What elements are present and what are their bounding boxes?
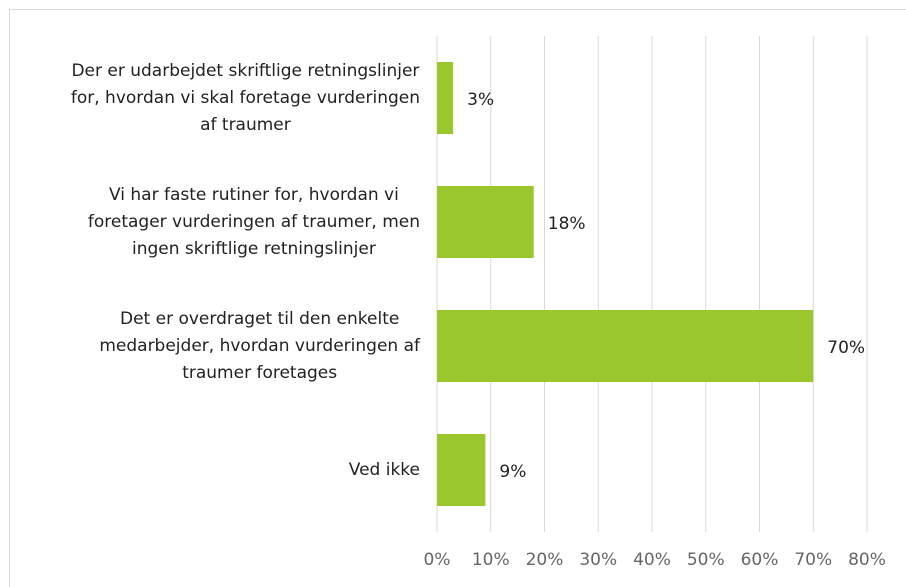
category-label-line: Vi har faste rutiner for, hvordan vi	[109, 185, 399, 205]
category-label: Der er udarbejdet skriftlige retningslin…	[71, 61, 420, 135]
x-tick-label: 60%	[741, 550, 779, 570]
category-label: Det er overdraget til den enkelte medarbe…	[99, 309, 421, 383]
data-label: 9%	[499, 462, 526, 482]
data-label: 3%	[467, 90, 494, 110]
bar	[437, 62, 454, 134]
chart-border	[9, 9, 906, 587]
category-label-line: Der er udarbejdet skriftlige retningslin…	[71, 61, 419, 81]
x-tick-label: 10%	[472, 550, 510, 570]
data-label: 18%	[548, 214, 586, 234]
x-tick-label: 40%	[633, 550, 671, 570]
category-label-line: ingen skriftlige retningslinjer	[132, 239, 376, 259]
category-label-line: Det er overdraget til den enkelte	[120, 309, 399, 329]
bar	[437, 186, 534, 258]
category-label-line: foretager vurderingen af traumer, men	[88, 212, 420, 232]
x-tick-label: 30%	[579, 550, 617, 570]
x-tick-label: 20%	[526, 550, 564, 570]
category-label: Vi har faste rutiner for, hvordan vi fore…	[88, 185, 420, 259]
x-tick-label: 80%	[848, 550, 886, 570]
category-label-line: Ved ikke	[349, 460, 420, 480]
x-tick-label: 0%	[424, 550, 451, 570]
category-label-line: af traumer	[200, 115, 291, 135]
category-label-line: medarbejder, hvordan vurderingen af	[99, 336, 421, 356]
x-tick-label: 70%	[794, 550, 832, 570]
data-label: 70%	[827, 338, 865, 358]
category-label-line: for, hvordan vi skal foretage vurderinge…	[71, 88, 420, 108]
bar	[437, 434, 486, 506]
category-label-line: traumer foretages	[182, 363, 337, 383]
category-label: Ved ikke	[349, 460, 420, 480]
x-tick-label: 50%	[687, 550, 725, 570]
bar	[437, 310, 814, 382]
